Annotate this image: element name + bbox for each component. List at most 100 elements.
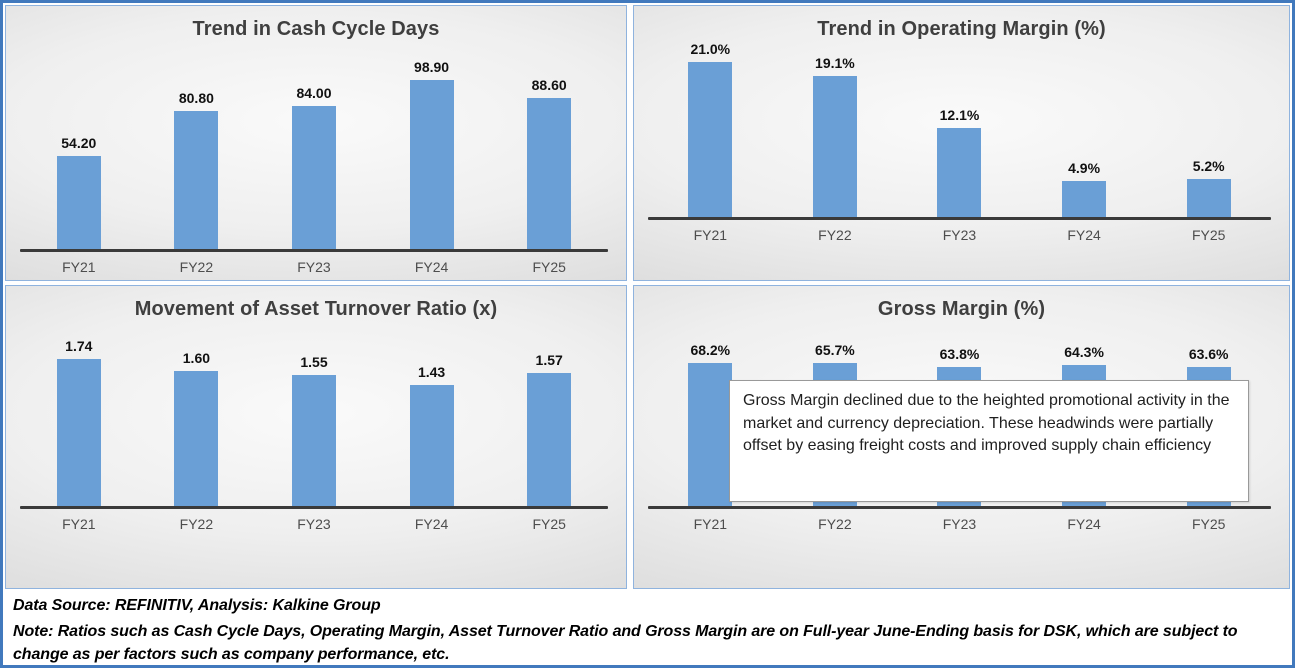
x-axis-label-fy21: FY21 [62,516,96,532]
data-label-fy24: 4.9% [1068,159,1101,176]
x-axis-label-fy24: FY24 [414,516,449,532]
x-axis-label-fy25: FY25 [1191,516,1226,532]
bar-column-fy21: 68.2% [648,342,773,506]
data-label-fy21: 68.2% [690,342,731,358]
bar-column-fy23: 84.00 [255,44,373,249]
data-label-fy21: 54.20 [61,135,97,152]
bar-fy22 [174,110,219,249]
data-label-fy22: 80.80 [178,89,214,106]
x-axis-label-fy21: FY21 [62,259,96,275]
x-axis-label-fy24: FY24 [414,259,449,275]
x-axis-labels: FY21 FY22 FY23 FY24 FY25 [648,509,1271,533]
x-axis-labels: FY21 FY22 FY23 FY24 FY25 [20,252,608,276]
x-axis-label-fy25: FY25 [1191,227,1226,243]
x-axis-label-fy23: FY23 [297,516,331,532]
data-label-fy21: 21.0% [690,41,731,58]
chart-panel-gross-margin: Gross Margin (%) Gross Margin declined d… [633,285,1290,589]
data-label-fy23: 1.55 [300,354,328,371]
bar-fy22 [174,370,219,506]
data-label-fy25: 5.2% [1192,157,1225,174]
bar-fy21 [56,156,101,249]
chart-plot-area: 21.0% 19.1% 12.1% 4.9% 5.2% FY21 FY22 FY23 FY24… [648,33,1271,244]
data-label-fy24: 1.43 [417,364,446,381]
chart-plot-area: 1.74 1.60 1.55 1.43 1.57 FY21 FY22 FY23 FY24 FY2… [20,337,608,533]
data-label-fy23: 12.1% [939,106,980,123]
bar-column-fy24: 98.90 [373,44,491,249]
bar-fy21 [688,62,733,217]
x-axis-label-fy23: FY23 [297,259,331,275]
chart-title: Trend in Cash Cycle Days [192,18,440,40]
chart-title: Movement of Asset Turnover Ratio (x) [134,298,498,320]
chart-panel-cash-cycle-days: Trend in Cash Cycle Days 54.20 80.80 84.00… [5,5,627,281]
x-axis-label-fy22: FY22 [818,516,852,532]
data-label-fy22: 19.1% [815,55,855,72]
chart-title: Gross Margin (%) [877,298,1046,320]
data-source-line: Data Source: REFINITIV, Analysis: Kalkin… [13,597,381,614]
bars-area: 54.20 80.80 84.00 98.90 88.60 [20,44,608,249]
data-label-fy25: 1.57 [535,352,563,369]
x-axis-label-fy21: FY21 [693,516,728,532]
data-label-fy21: 1.74 [65,337,93,354]
bar-column-fy21: 54.20 [20,44,138,249]
bar-column-fy22: 80.80 [138,44,256,249]
chart-panel-asset-turnover-ratio: Movement of Asset Turnover Ratio (x) 1.7… [5,285,627,589]
bar-column-fy25: 5.2% [1146,33,1271,217]
data-label-fy23: 63.8% [939,345,980,362]
bar-column-fy25: 1.57 [490,337,608,506]
bar-fy23 [291,105,336,249]
bar-fy21 [56,358,101,506]
x-axis-label-fy22: FY22 [818,227,852,243]
data-label-fy25: 63.6% [1188,345,1229,362]
data-label-fy25: 88.60 [531,76,567,93]
bars-area: 21.0% 19.1% 12.1% 4.9% 5.2% [648,33,1271,217]
bar-fy23 [291,375,336,506]
bar-column-fy24: 1.43 [373,337,491,506]
bar-fy23 [937,127,982,217]
x-axis-labels: FY21 FY22 FY23 FY24 FY25 [648,220,1271,244]
x-axis-line [648,506,1271,509]
bar-fy24 [1062,180,1107,217]
x-axis-label-fy23: FY23 [942,516,977,532]
x-axis-label-fy25: FY25 [532,259,566,275]
x-axis-line [20,506,608,509]
x-axis-label-fy22: FY22 [179,516,214,532]
chart-plot-area: 54.20 80.80 84.00 98.90 88.60 FY21 FY22 FY23 FY… [20,44,608,276]
chart-panel-operating-margin: Trend in Operating Margin (%) 21.0% 19.1%… [633,5,1290,281]
data-label-fy22: 1.60 [182,349,211,366]
note-line: Note: Ratios such as Cash Cycle Days, Op… [13,623,1238,664]
x-axis-label-fy22: FY22 [179,259,214,275]
bars-area: 1.74 1.60 1.55 1.43 1.57 [20,337,608,506]
footer-notes: Data Source: REFINITIV, Analysis: Kalkin… [5,589,1290,667]
bar-column-fy25: 88.60 [490,44,608,249]
bar-column-fy22: 1.60 [138,337,256,506]
bar-fy24 [409,80,454,249]
x-axis-label-fy21: FY21 [693,227,728,243]
bar-column-fy24: 4.9% [1022,33,1147,217]
x-axis-line [20,249,608,252]
bar-fy21 [688,363,733,506]
bar-column-fy21: 1.74 [20,337,138,506]
bar-fy22 [812,76,857,217]
bar-fy25 [527,97,572,249]
bar-fy24 [409,385,454,506]
bar-fy25 [1186,178,1231,217]
x-axis-label-fy24: FY24 [1067,516,1101,532]
gross-margin-annotation: Gross Margin declined due to the heighte… [729,380,1249,502]
x-axis-label-fy23: FY23 [942,227,977,243]
data-label-fy24: 98.90 [414,59,450,76]
bar-column-fy23: 12.1% [897,33,1022,217]
bar-fy25 [527,373,572,506]
charts-grid: Trend in Cash Cycle Days 54.20 80.80 84.00… [5,5,1290,589]
x-axis-line [648,217,1271,220]
data-label-fy22: 65.7% [815,342,855,358]
data-label-fy23: 84.00 [296,84,332,101]
x-axis-label-fy25: FY25 [532,516,566,532]
data-label-fy24: 64.3% [1064,344,1104,361]
bar-column-fy21: 21.0% [648,33,773,217]
bar-column-fy22: 19.1% [773,33,898,217]
x-axis-label-fy24: FY24 [1067,227,1101,243]
x-axis-labels: FY21 FY22 FY23 FY24 FY25 [20,509,608,533]
bar-column-fy23: 1.55 [255,337,373,506]
chart-title: Trend in Operating Margin (%) [817,18,1106,40]
